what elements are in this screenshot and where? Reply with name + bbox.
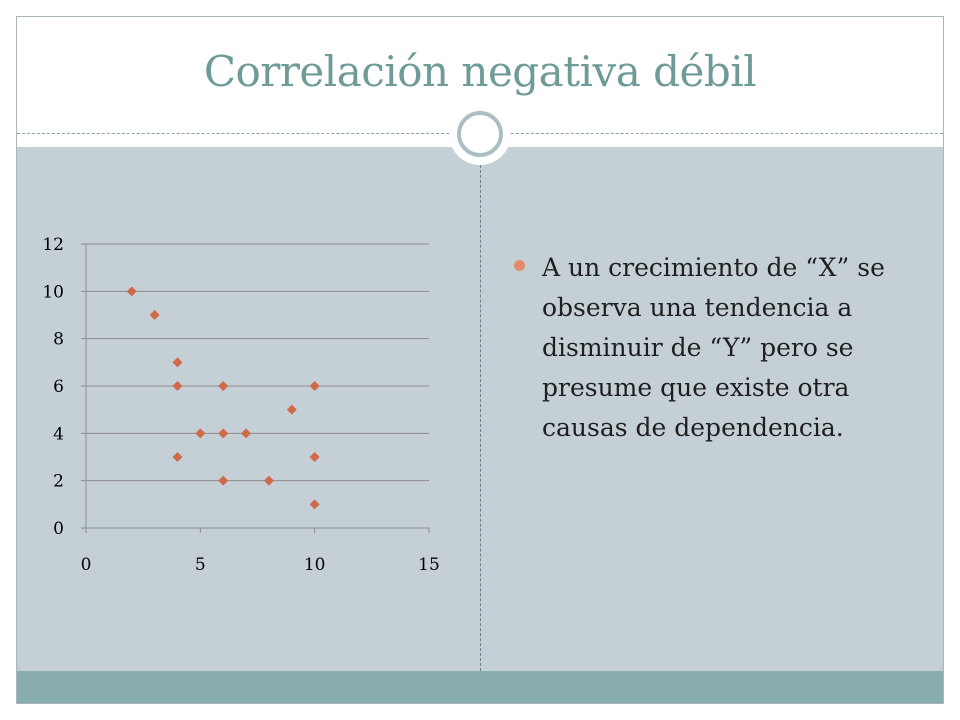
y-tick-label: 0 (53, 519, 64, 539)
data-point (126, 286, 137, 297)
ring-ornament-icon (457, 111, 503, 157)
y-tick-label: 6 (53, 377, 64, 397)
y-tick-label: 2 (53, 472, 64, 492)
chart-points (126, 286, 320, 510)
footer-band (17, 671, 943, 703)
y-tick-label: 10 (42, 282, 64, 302)
data-point (172, 357, 183, 368)
data-point (263, 475, 274, 486)
x-tick-label: 5 (195, 555, 206, 575)
x-tick-label: 10 (304, 555, 326, 575)
x-tick-label: 15 (418, 555, 440, 575)
bullet-list: A un crecimiento de “X” se observa una t… (514, 248, 924, 448)
bullet-text: A un crecimiento de “X” se observa una t… (542, 253, 885, 442)
column-divider (480, 165, 481, 671)
data-point (149, 310, 160, 320)
y-tick-label: 4 (53, 424, 64, 444)
data-point (172, 381, 183, 391)
chart-gridlines (86, 243, 429, 482)
data-point (309, 381, 320, 391)
slide-title: Correlación negativa débil (203, 47, 757, 96)
bullet-item: A un crecimiento de “X” se observa una t… (514, 248, 924, 448)
data-point (309, 452, 320, 462)
data-point (172, 452, 183, 462)
data-point (309, 499, 320, 510)
data-point (218, 475, 229, 486)
data-point (286, 404, 297, 415)
y-tick-label: 12 (42, 235, 64, 255)
chart-axes (81, 243, 430, 533)
bullet-dot-icon (514, 260, 525, 271)
data-point (218, 428, 229, 439)
data-point (218, 381, 229, 391)
y-tick-label: 8 (53, 330, 64, 350)
x-tick-label: 0 (81, 555, 92, 575)
data-point (241, 428, 252, 439)
data-point (195, 428, 206, 439)
chart-tick-labels: 0 2 4 6 8 10 12 0 5 10 15 (42, 235, 439, 575)
